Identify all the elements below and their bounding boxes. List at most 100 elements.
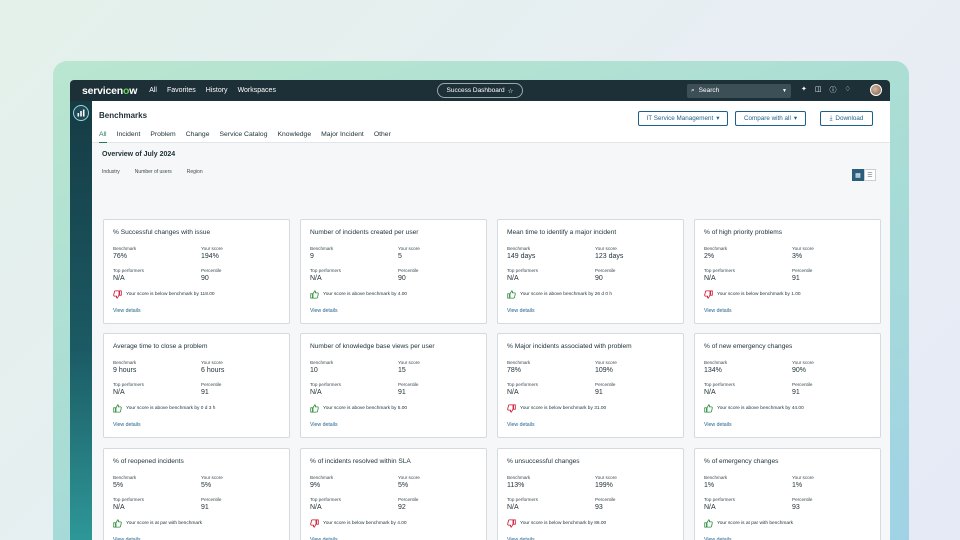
- benchmark-label: Benchmark: [310, 246, 334, 251]
- view-details-link[interactable]: View details: [310, 308, 338, 314]
- tab-incident[interactable]: Incident: [116, 131, 141, 138]
- view-details-link[interactable]: View details: [507, 537, 535, 540]
- status-message: Your score is at par with benchmark: [717, 521, 794, 526]
- help-icon[interactable]: ⓘ: [829, 87, 837, 94]
- dashboard-title: Success Dashboard: [446, 87, 505, 94]
- tab-change[interactable]: Change: [185, 131, 210, 138]
- percentile-label: Percentile: [398, 382, 419, 387]
- search-input[interactable]: Search: [698, 87, 720, 94]
- benchmark-card: % of high priority problems Benchmark Yo…: [694, 219, 881, 324]
- your-score-label: Your score: [792, 246, 814, 251]
- card-title: Average time to close a problem: [113, 343, 208, 350]
- page-title: Benchmarks: [99, 111, 148, 120]
- benchmark-value: 9: [310, 253, 314, 260]
- filter-industry[interactable]: Industry: [102, 169, 120, 175]
- benchmark-value: 78%: [507, 367, 522, 374]
- view-details-link[interactable]: View details: [113, 308, 141, 314]
- benchmark-status: Your score is above benchmark by 44.00: [704, 404, 804, 413]
- compare-dropdown-button[interactable]: Compare with all ▾: [735, 111, 806, 126]
- nav-history[interactable]: History: [205, 87, 228, 94]
- benchmark-label: Benchmark: [507, 360, 531, 365]
- status-message: Your score is at par with benchmark: [126, 521, 203, 526]
- list-view-icon[interactable]: ☰: [864, 169, 876, 181]
- bell-icon[interactable]: ♢: [844, 86, 851, 93]
- view-details-link[interactable]: View details: [507, 422, 535, 428]
- top-navigation-bar: servicenow All Favorites History Workspa…: [70, 80, 890, 101]
- card-title: % of reopened incidents: [113, 458, 184, 465]
- top-performers-value: N/A: [113, 504, 125, 511]
- chevron-down-icon[interactable]: ▼: [782, 87, 787, 94]
- benchmark-app-icon[interactable]: [73, 105, 89, 121]
- benchmark-card: % Major incidents associated with proble…: [497, 333, 684, 438]
- filter-region[interactable]: Region: [186, 169, 203, 175]
- itsm-dropdown-button[interactable]: IT Service Management ▾: [638, 111, 728, 126]
- status-message: Your score is below benchmark by 4.00: [323, 521, 407, 526]
- view-details-link[interactable]: View details: [507, 308, 535, 314]
- tab-major-incident[interactable]: Major Incident: [321, 131, 364, 138]
- status-message: Your score is below benchmark by 31.00: [520, 406, 607, 411]
- benchmark-label: Benchmark: [310, 475, 334, 480]
- view-details-link[interactable]: View details: [704, 537, 732, 540]
- pin-icon[interactable]: ✦: [801, 86, 807, 93]
- benchmark-label: Benchmark: [507, 246, 531, 251]
- nav-favorites[interactable]: Favorites: [166, 87, 196, 94]
- benchmark-card: Mean time to identify a major incident B…: [497, 219, 684, 324]
- top-performers-label: Top performers: [704, 268, 735, 273]
- benchmark-value: 5%: [113, 482, 124, 489]
- top-performers-value: N/A: [507, 504, 519, 511]
- tab-service-catalog[interactable]: Service Catalog: [219, 131, 268, 138]
- view-details-link[interactable]: View details: [310, 537, 338, 540]
- thumbs-down-icon: [113, 290, 122, 299]
- percentile-value: 91: [792, 275, 800, 282]
- download-button[interactable]: ⤓ Download: [820, 111, 873, 126]
- tab-problem[interactable]: Problem: [150, 131, 176, 138]
- percentile-label: Percentile: [792, 268, 813, 273]
- benchmark-status: Your score is above benchmark by 4.00: [310, 290, 407, 299]
- tab-knowledge[interactable]: Knowledge: [277, 131, 312, 138]
- star-icon[interactable]: ☆: [507, 87, 514, 95]
- view-details-link[interactable]: View details: [113, 422, 141, 428]
- benchmark-value: 134%: [704, 367, 722, 374]
- top-performers-label: Top performers: [507, 268, 538, 273]
- top-performers-value: N/A: [704, 275, 716, 282]
- percentile-value: 93: [792, 504, 800, 511]
- status-message: Your score is above benchmark by 4.00: [323, 292, 408, 297]
- servicenow-logo[interactable]: servicenow: [82, 84, 138, 97]
- benchmark-status: Your score is below benchmark by 1.00: [704, 290, 801, 299]
- benchmark-card: Average time to close a problem Benchmar…: [103, 333, 290, 438]
- chat-icon[interactable]: ◫: [814, 86, 822, 93]
- top-performers-value: N/A: [310, 275, 322, 282]
- status-message: Your score is below benchmark by 1.00: [717, 292, 801, 297]
- view-details-link[interactable]: View details: [310, 422, 338, 428]
- thumbs-up-icon: [113, 519, 122, 528]
- percentile-label: Percentile: [201, 497, 222, 502]
- view-details-link[interactable]: View details: [113, 537, 141, 540]
- app-window: servicenow All Favorites History Workspa…: [70, 80, 890, 540]
- thumbs-up-icon: [310, 404, 319, 413]
- percentile-label: Percentile: [398, 497, 419, 502]
- benchmark-value: 149 days: [507, 253, 536, 260]
- status-message: Your score is above benchmark by 5.00: [323, 406, 408, 411]
- top-performers-value: N/A: [310, 389, 322, 396]
- top-performers-value: N/A: [704, 389, 716, 396]
- benchmark-status: Your score is below benchmark by 118.00: [113, 290, 215, 299]
- benchmark-status: Your score is below benchmark by 86.00: [507, 519, 606, 528]
- nav-workspaces[interactable]: Workspaces: [237, 87, 276, 94]
- tab-other[interactable]: Other: [373, 131, 391, 138]
- view-details-link[interactable]: View details: [704, 308, 732, 314]
- dashboard-switcher[interactable]: Success Dashboard ☆: [437, 83, 523, 98]
- thumbs-up-icon: [310, 290, 319, 299]
- your-score-label: Your score: [398, 246, 420, 251]
- avatar[interactable]: [870, 84, 882, 96]
- percentile-value: 91: [595, 389, 603, 396]
- status-message: Your score is above benchmark by 26 d 0 …: [520, 292, 613, 297]
- nav-all[interactable]: All: [149, 87, 157, 94]
- benchmark-card: % Successful changes with issue Benchmar…: [103, 219, 290, 324]
- view-details-link[interactable]: View details: [704, 422, 732, 428]
- global-search[interactable]: ⌕ Search ▼: [687, 83, 791, 98]
- view-toggle: ▦ ☰: [852, 169, 876, 181]
- grid-view-icon[interactable]: ▦: [852, 169, 864, 181]
- filter-number-of-users[interactable]: Number of users: [134, 169, 172, 175]
- card-title: % of new emergency changes: [704, 343, 793, 350]
- benchmark-card: Number of incidents created per user Ben…: [300, 219, 487, 324]
